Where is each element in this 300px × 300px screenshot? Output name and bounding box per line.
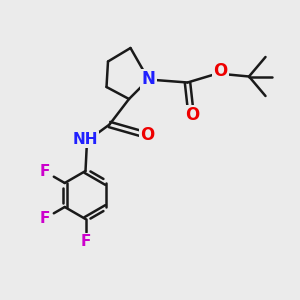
Text: F: F: [40, 164, 50, 179]
Text: O: O: [185, 106, 199, 124]
Text: O: O: [213, 62, 228, 80]
Text: N: N: [142, 70, 155, 88]
Text: O: O: [140, 126, 155, 144]
Text: F: F: [80, 234, 91, 249]
Text: NH: NH: [73, 132, 98, 147]
Text: F: F: [40, 211, 50, 226]
